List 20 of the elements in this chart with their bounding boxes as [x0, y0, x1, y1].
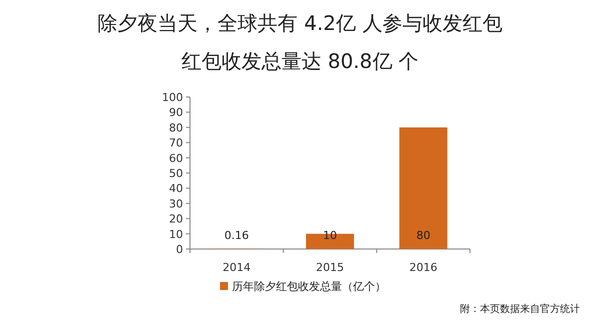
text: 80 — [416, 229, 430, 242]
legend-label: 历年除夕红包收发总量（亿个） — [232, 280, 386, 293]
x-tick-label: 2015 — [316, 261, 344, 274]
y-tick-label: 40 — [169, 182, 183, 196]
chart-title: 除夕夜当天，全球共有 4.2亿 人参与收发红包 — [98, 11, 502, 35]
y-tick-label: 50 — [169, 167, 183, 180]
y-tick-label: 80 — [169, 121, 183, 134]
y-tick-label: 20 — [169, 212, 183, 226]
text: 附：本页数据来自官方统计 — [460, 303, 580, 315]
y-tick-label: 60 — [169, 152, 183, 165]
y-tick-label: 30 — [169, 197, 183, 210]
x-tick-label: 2014 — [222, 261, 251, 274]
chart-subtitle: 红包收发总量达 80.8亿 个 — [181, 49, 419, 73]
y-tick-label: 70 — [169, 136, 183, 150]
y-tick-label: 10 — [169, 228, 183, 241]
y-tick-label: 0 — [176, 243, 183, 256]
text: 0.16 — [224, 229, 249, 242]
y-tick-label: 90 — [169, 106, 183, 120]
x-tick-label: 2016 — [409, 261, 438, 274]
y-tick-label: 100 — [162, 91, 183, 104]
